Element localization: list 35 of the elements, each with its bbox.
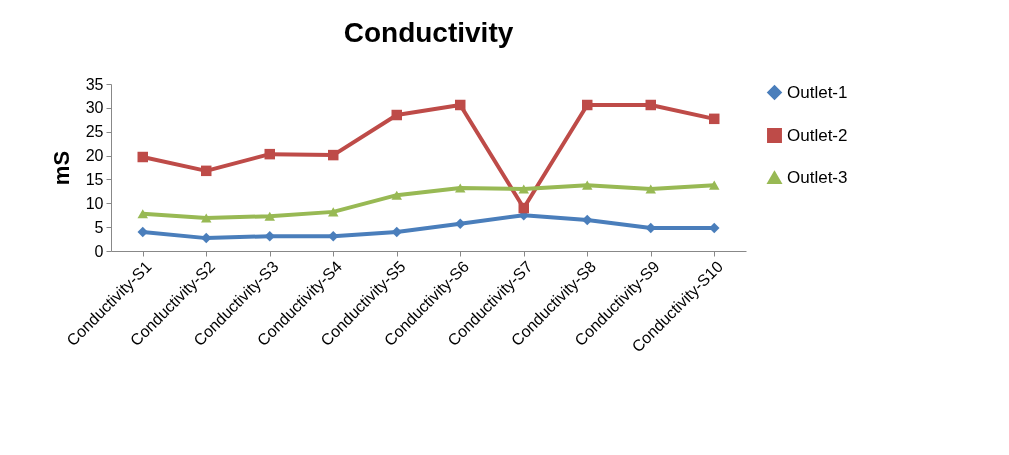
point [645,99,656,111]
point [201,165,212,177]
point [264,148,275,160]
y-tick-label: 30 [85,99,104,117]
chart-title: Conductivity [343,17,514,48]
point [455,183,466,193]
y-tick-label: 25 [85,123,104,141]
point [201,213,212,223]
point [709,180,720,190]
point [582,99,593,111]
point [391,190,402,200]
point [645,184,656,194]
point [582,214,593,226]
legend-label: Outlet-3 [787,167,848,187]
point [137,209,148,219]
point [264,211,275,221]
y-tick-label: 35 [85,75,104,93]
point [137,151,148,163]
y-tick-label: 15 [85,170,104,188]
y-tick-label: 0 [94,242,104,260]
legend-label: Outlet-2 [787,125,848,145]
y-tick-label: 5 [94,218,104,236]
legend-label: Outlet-1 [787,82,848,102]
y-tick-label: 20 [85,147,104,165]
point [391,226,402,238]
point [455,99,466,111]
point [582,180,593,190]
point [328,149,339,161]
point [518,184,529,194]
point [518,202,529,214]
y-axis-title: mS [48,150,74,186]
point [709,113,720,125]
point [391,109,402,121]
y-tick-label: 10 [85,194,104,212]
point [137,226,148,238]
